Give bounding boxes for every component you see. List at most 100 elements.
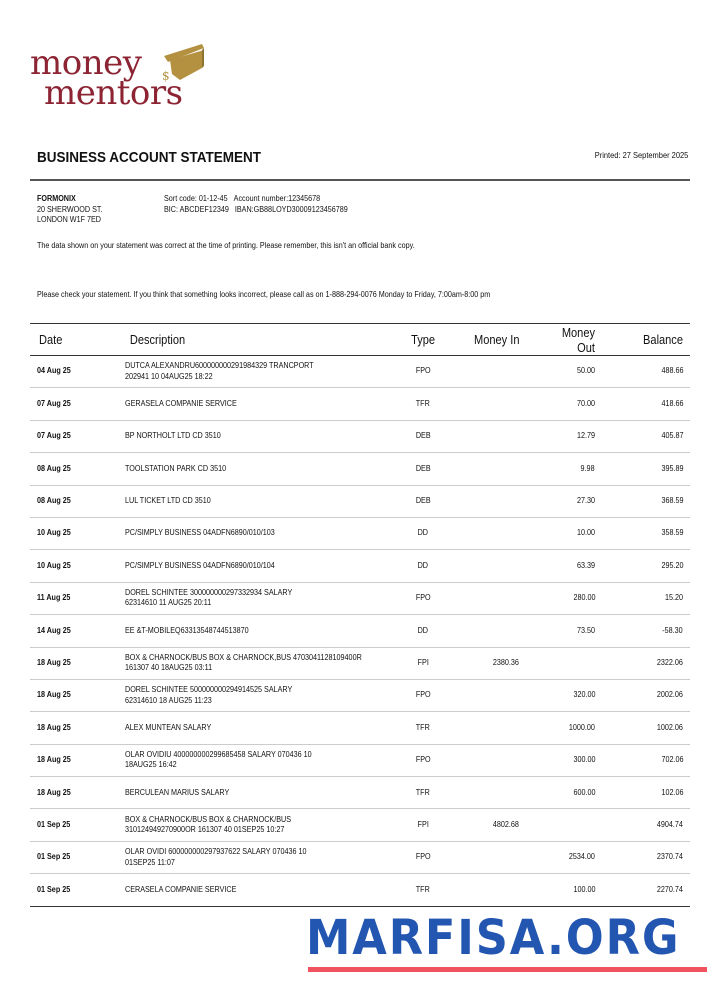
cell-money-in: 2380.36 [450, 647, 526, 680]
cell-date: 18 Aug 25 [30, 679, 118, 713]
description-line-2: 62314610 18 AUG25 11:23 [125, 695, 212, 705]
account-name: FORMONIX [37, 194, 76, 203]
watermark-underline [308, 967, 707, 972]
table-row: 08 Aug 25 LUL TICKET LTD CD 3510 DEB 27.30 3… [30, 485, 690, 518]
bic: BIC: ABCDEF12349 [164, 204, 229, 214]
cell-description: EE &T-MOBILEQ63313548744513870 [118, 614, 396, 648]
cell-date: 08 Aug 25 [30, 452, 118, 486]
money-mentors-logo: money mentors $ [30, 44, 204, 110]
col-date: Date [30, 323, 118, 356]
account-details: Sort code: 01-12-45 Account number:12345… [164, 194, 348, 215]
cell-date: 18 Aug 25 [30, 744, 118, 778]
cell-money-out: 63.39 [526, 549, 602, 583]
description-line-2: 310124949270900OR 161307 40 01SEP25 10:2… [125, 825, 285, 835]
cell-description: DOREL SCHINTEE 500000000294914525 SALARY… [118, 679, 396, 713]
iban: IBAN:GB88LOYD30009123456789 [234, 204, 348, 214]
cell-description: BOX & CHARNOCK/BUS BOX & CHARNOCK/BUS 310… [118, 808, 396, 842]
cell-description: OLAR OVIDIU 400000000299685458 SALARY 07… [118, 744, 396, 778]
cell-balance: 2370.74 [602, 841, 690, 875]
page-title: BUSINESS ACCOUNT STATEMENT [37, 149, 262, 166]
cell-money-out: 12.79 [526, 420, 602, 454]
cell-money-in [450, 679, 526, 713]
table-row: 18 Aug 25 OLAR OVIDIU 400000000299685458 … [30, 744, 690, 778]
cell-money-in [450, 485, 526, 518]
table-row: 01 Sep 25 BOX & CHARNOCK/BUS BOX & CHARNO… [30, 808, 690, 842]
description-line-1: BERCULEAN MARIUS SALARY [125, 787, 230, 797]
description-line-1: DOREL SCHINTEE 300000000297332934 SALARY [125, 587, 293, 597]
table-row: 14 Aug 25 EE &T-MOBILEQ63313548744513870 D… [30, 614, 690, 648]
cell-description: CERASELA COMPANIE SERVICE [118, 873, 396, 907]
table-row: 10 Aug 25 PC/SIMPLY BUSINESS 04ADFN6890/0… [30, 549, 690, 583]
graduation-cap-icon: $ [162, 44, 204, 83]
cell-description: PC/SIMPLY BUSINESS 04ADFN6890/010/103 [118, 517, 396, 551]
cell-money-in [450, 582, 526, 616]
cell-date: 10 Aug 25 [30, 549, 118, 583]
description-line-1: BP NORTHOLT LTD CD 3510 [125, 431, 221, 441]
cell-money-out: 73.50 [526, 614, 602, 648]
cell-description: GERASELA COMPANIE SERVICE [118, 387, 396, 421]
cell-type: TFR [396, 776, 450, 810]
cell-money-in [450, 614, 526, 648]
description-line-2: 18AUG25 16:42 [125, 760, 177, 770]
cell-description: DUTCA ALEXANDRU600000000291984329 TRANCP… [118, 355, 396, 389]
cell-balance: 418.66 [602, 387, 690, 421]
cell-money-out: 320.00 [526, 679, 602, 713]
cell-date: 11 Aug 25 [30, 582, 118, 616]
description-line-1: OLAR OVIDI 600000000297937622 SALARY 070… [125, 847, 307, 857]
cell-balance: 368.59 [602, 485, 690, 518]
cell-money-out: 2534.00 [526, 841, 602, 875]
cell-money-out: 27.30 [526, 485, 602, 518]
cell-date: 07 Aug 25 [30, 420, 118, 454]
cell-type: DEB [396, 420, 450, 454]
cell-date: 14 Aug 25 [30, 614, 118, 648]
cell-balance: 102.06 [602, 776, 690, 810]
cell-balance: 2002.06 [602, 679, 690, 713]
cell-date: 04 Aug 25 [30, 355, 118, 389]
cell-balance: 488.66 [602, 355, 690, 389]
cell-date: 01 Sep 25 [30, 873, 118, 907]
cell-money-in [450, 744, 526, 778]
table-row: 10 Aug 25 PC/SIMPLY BUSINESS 04ADFN6890/0… [30, 517, 690, 551]
cell-money-in [450, 549, 526, 583]
address-line-1: 20 SHERWOOD ST. [37, 204, 103, 214]
cell-money-in [450, 452, 526, 486]
cell-date: 01 Sep 25 [30, 808, 118, 842]
cell-date: 18 Aug 25 [30, 711, 118, 745]
cell-money-in [450, 776, 526, 810]
cell-money-out: 50.00 [526, 355, 602, 389]
cell-type: FPO [396, 841, 450, 875]
cell-money-out: 1000.00 [526, 711, 602, 745]
dollar-sign: $ [162, 69, 170, 83]
cell-balance: 15.20 [602, 582, 690, 616]
cell-balance: 358.59 [602, 517, 690, 551]
table-row: 18 Aug 25 ALEX MUNTEAN SALARY TFR 1000.00 10… [30, 711, 690, 745]
table-row: 01 Sep 25 OLAR OVIDI 600000000297937622 S… [30, 841, 690, 875]
cell-type: FPO [396, 744, 450, 778]
check-statement-text: Please check your statement. If you thin… [37, 290, 491, 299]
table-row: 18 Aug 25 BOX & CHARNOCK/BUS BOX & CHARNO… [30, 647, 690, 680]
cell-balance: -58.30 [602, 614, 690, 648]
description-line-1: TOOLSTATION PARK CD 3510 [125, 463, 227, 473]
cell-description: BP NORTHOLT LTD CD 3510 [118, 420, 396, 454]
cell-type: DD [396, 614, 450, 648]
cell-balance: 2270.74 [602, 873, 690, 907]
cell-money-in [450, 420, 526, 454]
cell-type: DD [396, 549, 450, 583]
cell-type: FPO [396, 582, 450, 616]
table-row: 04 Aug 25 DUTCA ALEXANDRU6000000002919843… [30, 355, 690, 389]
disclaimer-text: The data shown on your statement was cor… [37, 241, 415, 250]
cell-money-out [526, 647, 602, 680]
cell-money-in [450, 711, 526, 745]
header-divider [30, 179, 690, 181]
table-row: 18 Aug 25 BERCULEAN MARIUS SALARY TFR 600.0… [30, 776, 690, 810]
cell-balance: 2322.06 [602, 647, 690, 680]
cell-type: DEB [396, 452, 450, 486]
cell-money-out: 100.00 [526, 873, 602, 907]
description-line-2: 62314610 11 AUG25 20:11 [125, 598, 212, 608]
cell-money-in [450, 841, 526, 875]
cell-description: OLAR OVIDI 600000000297937622 SALARY 070… [118, 841, 396, 875]
col-description: Description [118, 323, 396, 356]
cell-money-out: 9.98 [526, 452, 602, 486]
cell-balance: 395.89 [602, 452, 690, 486]
cell-money-in: 4802.68 [450, 808, 526, 842]
